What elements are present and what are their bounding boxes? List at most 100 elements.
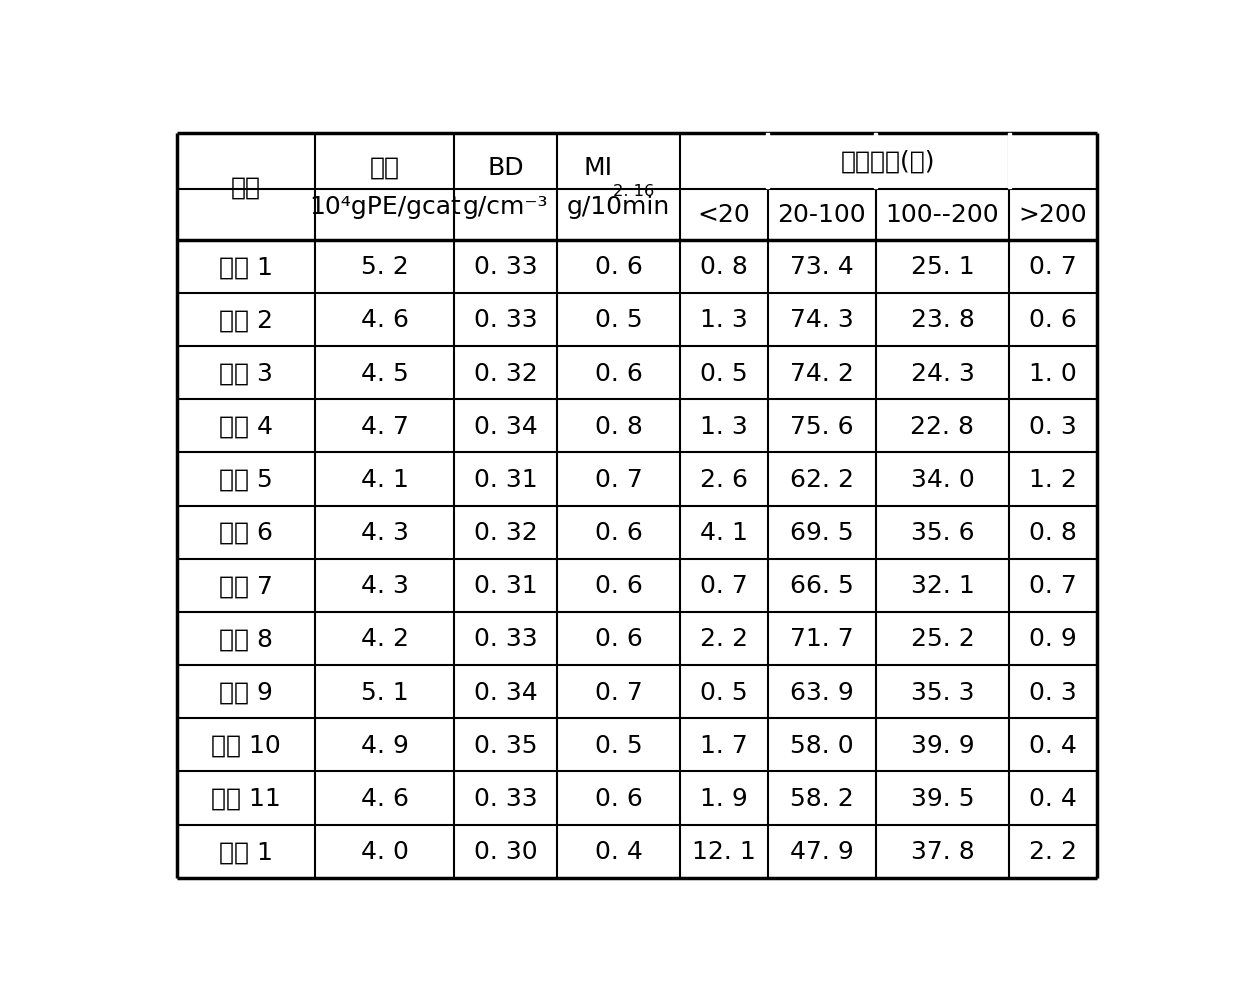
Text: 1. 2: 1. 2 [1029,468,1076,491]
Text: 0. 7: 0. 7 [595,680,642,704]
Text: 0. 3: 0. 3 [1029,414,1076,438]
Text: 4. 3: 4. 3 [361,574,409,598]
Text: 0. 4: 0. 4 [1029,733,1076,758]
Text: 实例 8: 实例 8 [219,627,273,651]
Text: 4. 5: 4. 5 [361,361,409,385]
Text: g/cm⁻³: g/cm⁻³ [463,195,548,218]
Text: 0. 7: 0. 7 [595,468,642,491]
Text: 0. 5: 0. 5 [701,361,748,385]
Text: 1. 3: 1. 3 [701,414,748,438]
Text: 编号: 编号 [231,175,262,199]
Text: 74. 3: 74. 3 [790,308,853,332]
Text: BD: BD [487,155,525,179]
Text: 0. 6: 0. 6 [595,521,642,544]
Text: 0. 8: 0. 8 [1029,521,1076,544]
Text: 1. 0: 1. 0 [1029,361,1076,385]
Text: 35. 3: 35. 3 [910,680,975,704]
Text: 66. 5: 66. 5 [790,574,853,598]
Text: 75. 6: 75. 6 [790,414,853,438]
Text: MI: MI [583,155,613,179]
Text: 0. 33: 0. 33 [474,308,537,332]
Text: 1. 7: 1. 7 [701,733,748,758]
Bar [766,134,769,188]
Text: 4. 0: 4. 0 [361,840,409,864]
Text: 实例 7: 实例 7 [219,574,273,598]
Bar [1008,134,1011,188]
Text: <20: <20 [698,202,750,226]
Text: 10⁴gPE/gcat: 10⁴gPE/gcat [309,195,461,218]
Text: 37. 8: 37. 8 [910,840,975,864]
Text: 100--200: 100--200 [885,202,999,226]
Bar [874,134,877,188]
Text: 71. 7: 71. 7 [790,627,853,651]
Text: 5. 1: 5. 1 [361,680,409,704]
Text: 实例 9: 实例 9 [219,680,273,704]
Text: 39. 5: 39. 5 [910,787,975,811]
Text: 4. 1: 4. 1 [701,521,748,544]
Text: 25. 2: 25. 2 [910,627,975,651]
Text: >200: >200 [1018,202,1087,226]
Text: 0. 9: 0. 9 [1029,627,1076,651]
Text: 32. 1: 32. 1 [910,574,975,598]
Text: 2. 2: 2. 2 [701,627,748,651]
Text: 0. 7: 0. 7 [1029,574,1076,598]
Text: 4. 7: 4. 7 [361,414,409,438]
Text: 0. 5: 0. 5 [701,680,748,704]
Text: 0. 33: 0. 33 [474,627,537,651]
Text: 0. 31: 0. 31 [474,574,537,598]
Text: 实例 2: 实例 2 [219,308,273,332]
Text: 0. 32: 0. 32 [474,521,537,544]
Text: 73. 4: 73. 4 [790,255,853,279]
Text: 0. 34: 0. 34 [474,680,537,704]
Text: 74. 2: 74. 2 [790,361,853,385]
Text: 0. 8: 0. 8 [595,414,642,438]
Text: 0. 34: 0. 34 [474,414,537,438]
Text: 1. 3: 1. 3 [701,308,748,332]
Text: 69. 5: 69. 5 [790,521,853,544]
Text: 0. 6: 0. 6 [595,627,642,651]
Text: 12. 1: 12. 1 [692,840,756,864]
Text: 5. 2: 5. 2 [361,255,409,279]
Text: 22. 8: 22. 8 [910,414,975,438]
Text: 47. 9: 47. 9 [790,840,853,864]
Text: 4. 6: 4. 6 [361,308,409,332]
Text: 0. 33: 0. 33 [474,787,537,811]
Text: 对比 1: 对比 1 [219,840,273,864]
Text: 0. 4: 0. 4 [1029,787,1076,811]
Text: 0. 32: 0. 32 [474,361,537,385]
Text: 0. 6: 0. 6 [1029,308,1076,332]
Text: 实例 5: 实例 5 [219,468,273,491]
Text: 活性: 活性 [370,155,399,179]
Text: g/10min: g/10min [567,195,671,218]
Text: 0. 30: 0. 30 [474,840,537,864]
Text: 0. 3: 0. 3 [1029,680,1076,704]
Text: 24. 3: 24. 3 [910,361,975,385]
Text: 34. 0: 34. 0 [910,468,975,491]
Text: 0. 6: 0. 6 [595,255,642,279]
Text: 4. 2: 4. 2 [361,627,409,651]
Text: 4. 6: 4. 6 [361,787,409,811]
Text: 0. 31: 0. 31 [474,468,537,491]
Text: 20-100: 20-100 [777,202,866,226]
Text: 0. 6: 0. 6 [595,574,642,598]
Text: 0. 7: 0. 7 [1029,255,1076,279]
Text: 0. 6: 0. 6 [595,361,642,385]
Text: 63. 9: 63. 9 [790,680,853,704]
Text: 0. 33: 0. 33 [474,255,537,279]
Text: 2. 16: 2. 16 [614,183,655,198]
Text: 39. 9: 39. 9 [910,733,975,758]
Text: 1. 9: 1. 9 [701,787,748,811]
Text: 4. 1: 4. 1 [361,468,409,491]
Text: 0. 6: 0. 6 [595,787,642,811]
Text: 0. 5: 0. 5 [595,733,642,758]
Text: 4. 9: 4. 9 [361,733,409,758]
Text: 实例 6: 实例 6 [219,521,273,544]
Text: 0. 35: 0. 35 [474,733,537,758]
Text: 58. 2: 58. 2 [790,787,853,811]
Text: 58. 0: 58. 0 [790,733,853,758]
Text: 实例 1: 实例 1 [219,255,273,279]
Text: 23. 8: 23. 8 [910,308,975,332]
Text: 2. 6: 2. 6 [701,468,748,491]
Text: 粒径分布(目): 粒径分布(目) [841,149,936,173]
Text: 4. 3: 4. 3 [361,521,409,544]
